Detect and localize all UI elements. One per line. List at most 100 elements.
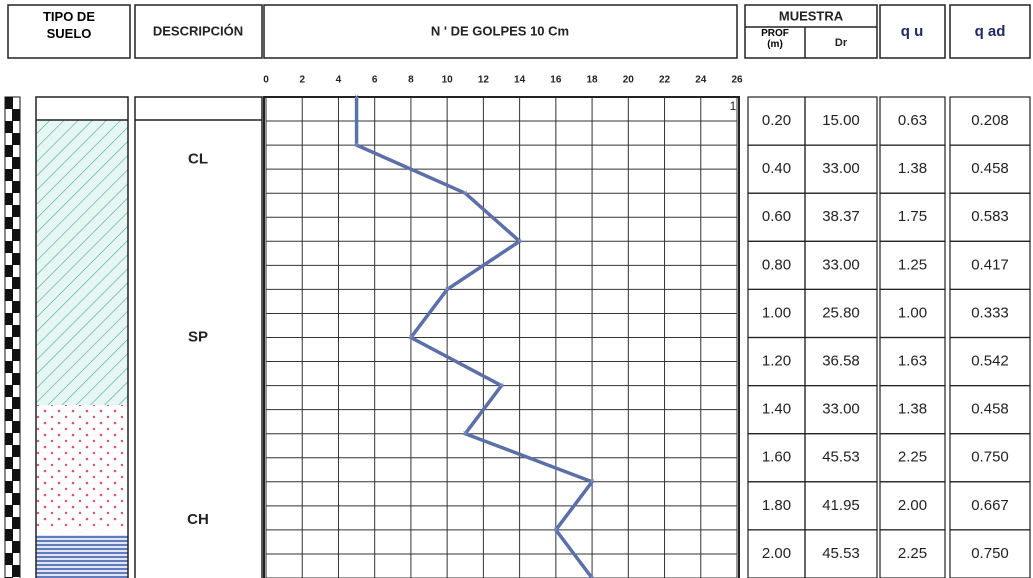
point-marker: × (499, 380, 504, 390)
table-value: 2.00 (762, 545, 791, 562)
table-value: 38.37 (822, 208, 860, 225)
soil-description: CH (187, 511, 209, 528)
checker (12, 421, 20, 433)
chart-title: N ' DE GOLPES 10 Cm (431, 23, 569, 38)
checker (5, 529, 13, 541)
x-tick-label: 12 (478, 75, 490, 86)
table-value: 36.58 (822, 353, 860, 370)
checker (5, 145, 13, 157)
checker (5, 97, 13, 109)
point-marker: × (517, 236, 522, 246)
x-tick-label: 6 (372, 75, 378, 86)
x-tick-label: 10 (442, 75, 454, 86)
checker (12, 325, 20, 337)
table-value: 33.00 (822, 256, 860, 273)
soil-layer (36, 405, 128, 530)
sample-header: MUESTRA (779, 8, 844, 23)
table-value: 41.95 (822, 497, 860, 514)
table-value: 2.25 (898, 545, 927, 562)
annotation: 1 (730, 99, 737, 113)
checker (5, 265, 13, 277)
checker (12, 373, 20, 385)
checker (5, 121, 13, 133)
soil-description: SP (188, 328, 208, 345)
checker (5, 289, 13, 301)
point-marker: × (463, 428, 468, 438)
table-value: 0.40 (762, 160, 791, 177)
checker (5, 505, 13, 517)
checker (12, 349, 20, 361)
table-value: 33.00 (822, 401, 860, 418)
checker (12, 229, 20, 241)
checker (12, 181, 20, 193)
checker (12, 205, 20, 217)
table-value: 0.667 (971, 497, 1009, 514)
table-value: 0.750 (971, 449, 1009, 466)
checker (5, 457, 13, 469)
soil-log: TIPO DE SUELO DESCRIPCIÓN N ' DE GOLPES … (0, 0, 1033, 578)
description-header: DESCRIPCIÓN (153, 23, 243, 38)
point-marker: × (589, 476, 594, 486)
table-value: 15.00 (822, 112, 860, 129)
table-value: 0.208 (971, 112, 1009, 129)
checker (12, 277, 20, 289)
table-value: 1.00 (762, 304, 791, 321)
table-value: 45.53 (822, 449, 860, 466)
table-value: 1.00 (898, 304, 927, 321)
table-value: 1.80 (762, 497, 791, 514)
point-marker: × (354, 91, 359, 101)
checker (12, 397, 20, 409)
checker (12, 157, 20, 169)
prof-header: PROF (m) (746, 28, 804, 58)
checker (12, 445, 20, 457)
checker (5, 217, 13, 229)
table-value: 0.583 (971, 208, 1009, 225)
table-value: 0.63 (898, 112, 927, 129)
checker (12, 493, 20, 505)
x-tick-label: 14 (514, 75, 526, 86)
x-tick-label: 24 (695, 75, 707, 86)
table-value: 33.00 (822, 160, 860, 177)
x-tick-label: 4 (336, 75, 342, 86)
checker (12, 253, 20, 265)
checker (5, 169, 13, 181)
point-marker: × (589, 572, 594, 578)
qad-header: q ad (975, 23, 1006, 40)
x-tick-label: 8 (408, 75, 414, 86)
soil-type-header: TIPO DE SUELO (8, 8, 130, 56)
table-value: 0.458 (971, 160, 1009, 177)
checker (12, 301, 20, 313)
point-marker: × (408, 332, 413, 342)
point-marker: × (553, 524, 558, 534)
header-text: TIPO DE SUELO (8, 8, 130, 42)
checker (5, 385, 13, 397)
table-value: 1.63 (898, 353, 927, 370)
checker (12, 109, 20, 121)
table-value: 1.75 (898, 208, 927, 225)
x-tick-label: 22 (659, 75, 671, 86)
table-value: 0.60 (762, 208, 791, 225)
checker (12, 469, 20, 481)
soil-layer (36, 120, 128, 405)
soil-column (36, 97, 262, 578)
table-value: 0.333 (971, 304, 1009, 321)
checker (5, 313, 13, 325)
checker (5, 361, 13, 373)
table-value: 45.53 (822, 545, 860, 562)
soil-layer (36, 97, 128, 120)
table-value: 0.80 (762, 256, 791, 273)
point-marker: × (354, 139, 359, 149)
table-value: 2.25 (898, 449, 927, 466)
checker (5, 193, 13, 205)
x-tick-label: 26 (731, 75, 743, 86)
table-value: 0.542 (971, 353, 1009, 370)
table-value: 0.750 (971, 545, 1009, 562)
x-tick-label: 16 (550, 75, 562, 86)
checker (5, 553, 13, 565)
table-value: 0.458 (971, 401, 1009, 418)
dr-header: Dr (835, 37, 848, 49)
table-value: 1.20 (762, 353, 791, 370)
soil-description: CL (188, 150, 208, 167)
checker (12, 541, 20, 553)
table-value: 1.25 (898, 256, 927, 273)
